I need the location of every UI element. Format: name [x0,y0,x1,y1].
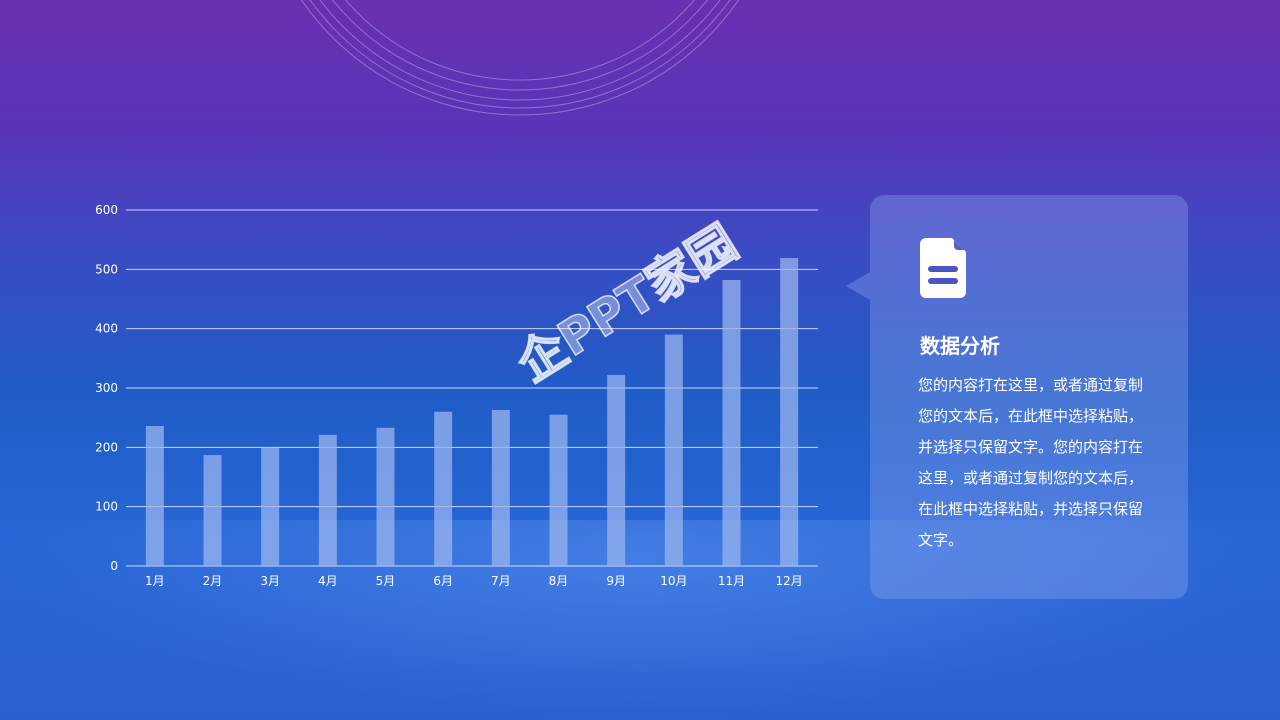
card-pointer [846,272,870,300]
x-tick-label: 10月 [660,574,687,588]
panel-title: 数据分析 [920,334,1000,358]
bar [549,414,568,566]
bar [203,455,222,566]
y-tick-label: 200 [95,440,118,454]
x-tick-label: 11月 [718,574,745,588]
document-icon [920,238,966,298]
x-tick-label: 2月 [203,574,223,588]
y-tick-label: 300 [95,381,118,395]
bar [491,409,510,566]
x-tick-label: 12月 [776,574,803,588]
x-tick-label: 9月 [606,574,626,588]
x-tick-label: 7月 [491,574,511,588]
bar [145,425,164,566]
bar [722,280,741,566]
y-tick-label: 0 [110,559,118,573]
bar [607,374,626,566]
x-tick-label: 6月 [433,574,453,588]
x-tick-label: 8月 [549,574,569,588]
y-tick-label: 500 [95,262,118,276]
bar [376,427,395,566]
bar [780,258,799,566]
y-tick-label: 600 [95,203,118,217]
bar [434,411,453,566]
bar [664,334,683,566]
x-tick-label: 5月 [376,574,396,588]
y-tick-label: 400 [95,322,118,336]
x-tick-label: 3月 [260,574,280,588]
bar [318,434,337,566]
x-tick-label: 4月 [318,574,338,588]
panel-body: 您的内容打在这里，或者通过复制您的文本后，在此框中选择粘贴，并选择只保留文字。您… [918,376,1144,549]
bar [261,447,280,566]
x-tick-label: 1月 [145,574,165,588]
y-tick-label: 100 [95,500,118,514]
